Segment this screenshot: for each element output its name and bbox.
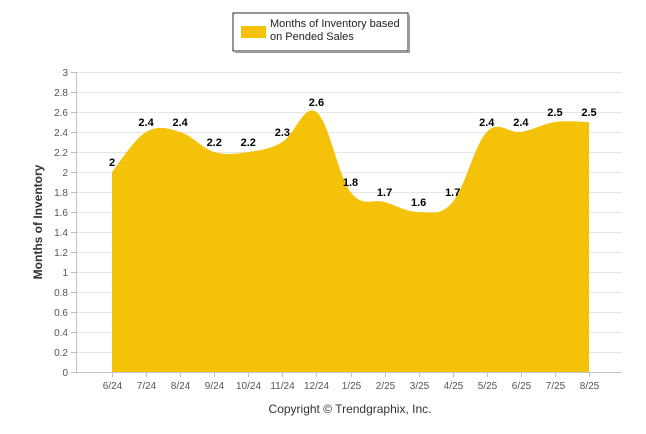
x-axis-ticks: 6/24 7/24 8/24 9/24 10/24 11/24 12/24 1/25 2/25 3… — [103, 372, 600, 392]
legend: Months of Inventory based on Pended Sale… — [232, 12, 410, 53]
data-label: 2.4 — [479, 117, 495, 129]
y-axis-title: Months of Inventory — [31, 164, 45, 279]
data-label: 2.5 — [547, 107, 562, 119]
x-tick-label: 4/25 — [444, 381, 464, 392]
data-label: 2.2 — [207, 137, 222, 149]
data-label: 2.4 — [138, 117, 154, 129]
legend-shadow — [408, 15, 410, 52]
legend-shadow-bottom — [235, 51, 410, 53]
legend-line-1: Months of Inventory based — [270, 18, 400, 30]
x-tick-label: 7/24 — [137, 381, 157, 392]
y-tick-label: 1.8 — [54, 188, 68, 199]
y-tick-label: 2.4 — [54, 128, 68, 139]
y-tick-label: 0.6 — [54, 308, 68, 319]
x-tick-label: 11/24 — [270, 381, 295, 392]
y-tick-label: 1 — [62, 268, 68, 279]
y-tick-label: 0.8 — [54, 288, 68, 299]
data-labels: 2 2.4 2.4 2.2 2.2 2.3 2.6 1.8 1.7 1.6 1.7 2.4 2.4 2.5… — [109, 97, 597, 209]
y-tick-label: 1.4 — [54, 228, 68, 239]
legend-line-2: on Pended Sales — [270, 31, 354, 43]
x-tick-label: 9/24 — [205, 381, 225, 392]
y-tick-label: 0.4 — [54, 328, 68, 339]
copyright-footer: Copyright © Trendgraphix, Inc. — [269, 402, 432, 416]
data-label: 2.6 — [309, 97, 324, 109]
y-tick-label: 2 — [62, 168, 68, 179]
y-tick-label: 0 — [62, 368, 68, 379]
y-tick-label: 2.6 — [54, 108, 68, 119]
data-label: 1.7 — [445, 187, 460, 199]
x-tick-label: 10/24 — [236, 381, 261, 392]
data-label: 2.2 — [241, 137, 256, 149]
data-label: 2.5 — [581, 107, 596, 119]
y-tick-label: 2.8 — [54, 88, 68, 99]
data-label: 1.7 — [377, 187, 392, 199]
y-axis-ticks: 0 0.2 0.4 0.6 0.8 1 1.2 1.4 1.6 1.8 2 2.2 2.4 2.6 2.8 3 — [54, 68, 76, 379]
x-tick-label: 6/25 — [512, 381, 532, 392]
data-label: 1.6 — [411, 197, 426, 209]
x-tick-label: 7/25 — [546, 381, 566, 392]
x-tick-label: 6/24 — [103, 381, 123, 392]
data-label: 2 — [109, 157, 115, 169]
x-tick-label: 1/25 — [342, 381, 362, 392]
legend-swatch — [241, 26, 266, 38]
x-tick-label: 8/24 — [171, 381, 191, 392]
data-label: 1.8 — [343, 177, 358, 189]
plot-area — [112, 110, 589, 373]
y-tick-label: 1.2 — [54, 248, 68, 259]
x-tick-label: 3/25 — [410, 381, 430, 392]
data-label: 2.4 — [172, 117, 188, 129]
x-tick-label: 5/25 — [478, 381, 498, 392]
data-label: 2.4 — [513, 117, 529, 129]
y-tick-label: 2.2 — [54, 148, 68, 159]
y-tick-label: 1.6 — [54, 208, 68, 219]
data-label: 2.3 — [275, 127, 290, 139]
series-area — [112, 110, 589, 373]
y-tick-label: 0.2 — [54, 348, 68, 359]
x-tick-label: 8/25 — [580, 381, 600, 392]
y-tick-label: 3 — [62, 68, 68, 79]
x-tick-label: 2/25 — [376, 381, 396, 392]
x-tick-label: 12/24 — [304, 381, 329, 392]
